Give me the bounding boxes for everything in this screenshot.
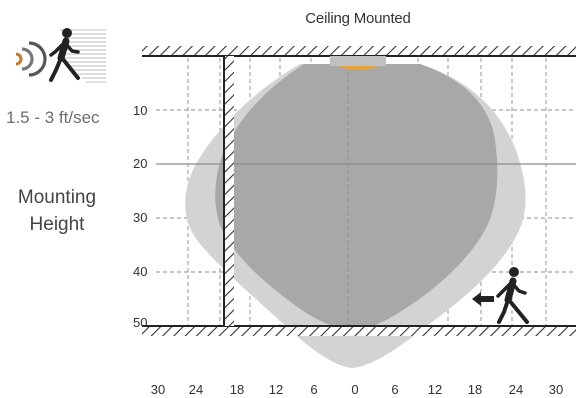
mounting-height-label: Mounting Height — [6, 184, 108, 238]
x-tick-label: 30 — [151, 382, 165, 397]
walking-person-icon — [49, 28, 80, 82]
mounting-height-line-2: Height — [29, 214, 85, 235]
diagram-title: Ceiling Mounted — [305, 10, 411, 27]
y-tick-label: 30 — [133, 210, 147, 225]
speed-lines-icon — [60, 29, 106, 83]
walking-person-icon — [496, 267, 529, 324]
x-tick-label: 24 — [509, 382, 523, 397]
ceiling-hatch — [142, 46, 576, 56]
x-tick-label: 30 — [549, 382, 563, 397]
x-tick-label: 24 — [189, 382, 203, 397]
x-tick-label: 6 — [310, 382, 317, 397]
x-tick-label: 12 — [269, 382, 283, 397]
walking-speed-label: 1.5 - 3 ft/sec — [6, 108, 100, 127]
y-tick-label: 20 — [133, 156, 147, 171]
left-arrow-icon — [472, 292, 494, 306]
x-tick-label: 18 — [468, 382, 482, 397]
motion-wave-icon — [15, 41, 47, 77]
x-tick-label: 18 — [230, 382, 244, 397]
y-tick-label: 10 — [133, 103, 147, 118]
x-tick-label: 12 — [428, 382, 442, 397]
sensor-icon — [330, 56, 386, 70]
y-tick-label: 50 — [133, 315, 147, 330]
y-tick-label: 40 — [133, 264, 147, 279]
mounting-height-line-1: Mounting — [17, 187, 97, 208]
x-tick-label: 0 — [351, 382, 358, 397]
wall-hatch — [224, 56, 234, 326]
x-tick-label: 6 — [391, 382, 398, 397]
inner-coverage-zone — [215, 64, 498, 330]
floor-hatch — [142, 326, 576, 336]
